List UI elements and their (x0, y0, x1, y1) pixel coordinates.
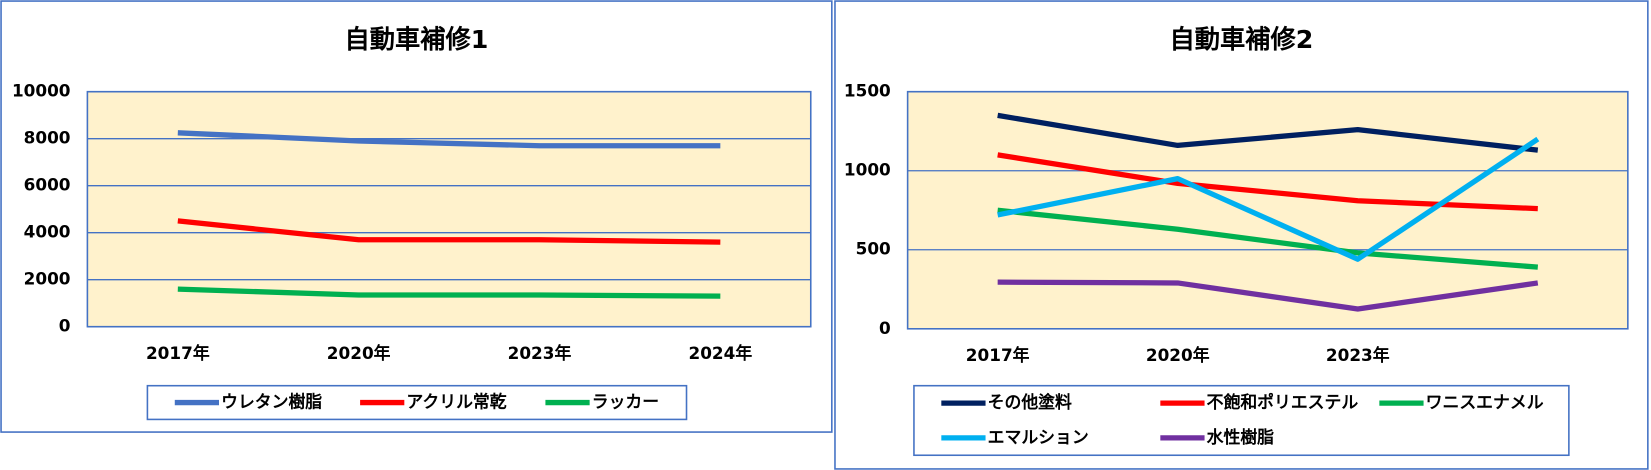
y-tick-label: 4000 (24, 222, 71, 242)
series-line (997, 136, 1540, 262)
y-tick-label: 500 (856, 239, 891, 259)
x-tick-label: 2023年 (1326, 345, 1390, 365)
x-tick-label: 2020年 (327, 343, 391, 363)
series-line (997, 207, 1539, 270)
series-line (997, 152, 1538, 212)
x-tick-label: 2017年 (146, 343, 210, 363)
series-line (997, 112, 1539, 153)
y-tick-label: 10000 (12, 81, 71, 101)
y-tick-label: 1000 (844, 160, 891, 180)
legend-label: ウレタン樹脂 (221, 392, 322, 412)
y-tick-label: 8000 (24, 128, 71, 148)
series-line (997, 279, 1539, 312)
series-line (177, 286, 721, 299)
legend-label: エマルション (988, 427, 1089, 447)
legend-label: アクリル常乾 (406, 392, 506, 412)
legend-label: 不飽和ポリエステル (1207, 392, 1359, 412)
x-tick-label: 2024年 (688, 343, 752, 363)
y-tick-label: 0 (59, 316, 71, 336)
legend-label: 水性樹脂 (1207, 427, 1275, 447)
series-line (177, 218, 721, 245)
x-tick-label: 2017年 (966, 345, 1030, 365)
x-tick-label: 2020年 (1146, 345, 1210, 365)
y-tick-label: 2000 (24, 269, 71, 289)
legend-box (913, 384, 1570, 457)
y-tick-label: 0 (879, 318, 891, 338)
legend-label: その他塗料 (988, 392, 1072, 412)
chart-title: 自動車補修1 (345, 25, 489, 54)
x-tick-label: 2023年 (508, 343, 572, 363)
y-tick-label: 6000 (24, 175, 71, 195)
legend-box (146, 384, 688, 421)
legend-label: ワニスエナメル (1426, 392, 1544, 412)
legend-label: ラッカー (592, 392, 659, 412)
series-line (177, 130, 721, 149)
y-tick-label: 1500 (844, 81, 891, 101)
chart-title: 自動車補修2 (1169, 25, 1313, 54)
